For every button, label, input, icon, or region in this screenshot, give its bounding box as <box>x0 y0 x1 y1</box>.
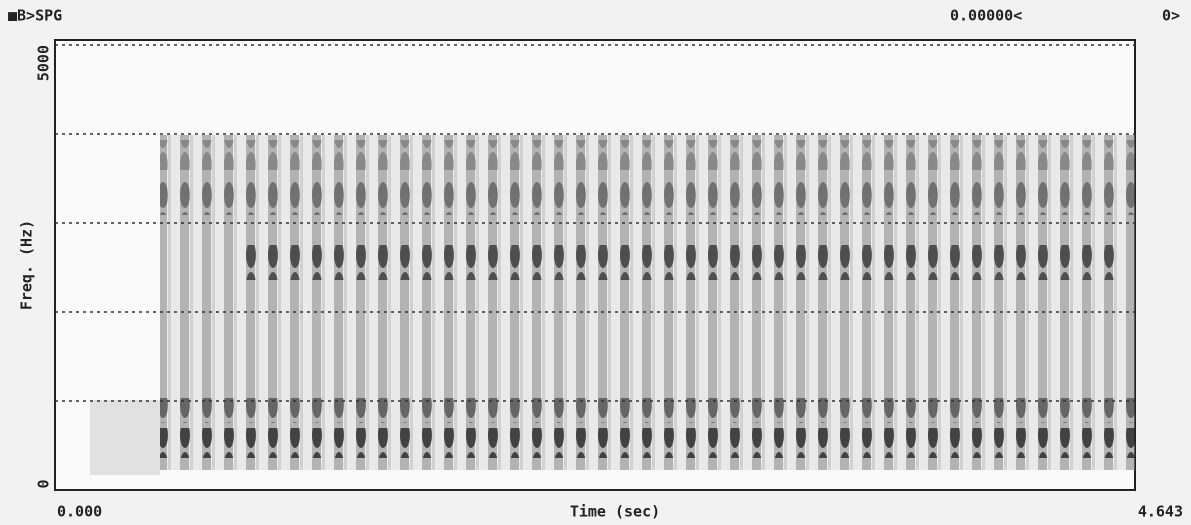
header-left: ■B>SPG <box>8 7 62 25</box>
y-axis-label: Freq. (Hz) <box>18 220 36 310</box>
x-tick-label: 0.000 <box>57 503 102 521</box>
y-tick-label: 0 <box>35 479 53 488</box>
formant-band <box>160 428 1135 458</box>
x-axis-label: Time (sec) <box>570 503 660 521</box>
formant-band <box>240 245 1120 280</box>
onset <box>90 400 160 475</box>
formant-band <box>160 180 1135 215</box>
spectrogram-image <box>90 135 1135 475</box>
formant-band <box>160 140 1135 170</box>
cursor-value: 0.00000< <box>950 7 1022 25</box>
header-right: 0> <box>1162 7 1180 25</box>
x-tick-label: 4.643 <box>1138 503 1183 521</box>
y-tick-label: 5000 <box>35 45 53 81</box>
spectrogram-window: ■B>SPG 0.00000< 0> Time (sec) Freq. (Hz)… <box>0 0 1191 525</box>
